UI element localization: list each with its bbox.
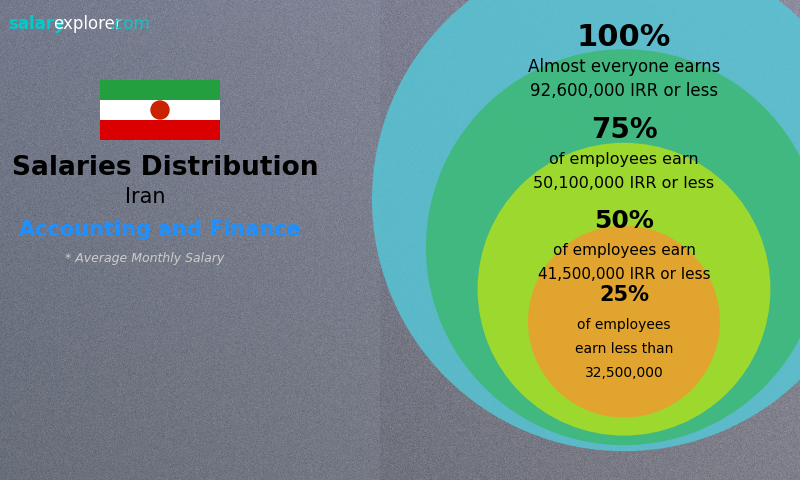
Bar: [0, 0, 380, 480]
Text: Salaries Distribution: Salaries Distribution: [12, 155, 318, 181]
Text: Almost everyone earns: Almost everyone earns: [528, 58, 720, 76]
Text: 75%: 75%: [590, 116, 658, 144]
Bar: [100, 120, 220, 140]
Text: * Average Monthly Salary: * Average Monthly Salary: [66, 252, 225, 265]
Text: explorer: explorer: [53, 15, 122, 33]
Text: of employees earn: of employees earn: [553, 243, 695, 258]
Text: 25%: 25%: [599, 285, 649, 305]
Text: of employees: of employees: [578, 318, 670, 332]
Text: earn less than: earn less than: [575, 342, 673, 356]
Text: 41,500,000 IRR or less: 41,500,000 IRR or less: [538, 267, 710, 282]
Text: 50,100,000 IRR or less: 50,100,000 IRR or less: [534, 176, 714, 191]
Text: Accounting and Finance: Accounting and Finance: [19, 220, 301, 240]
Text: Iran: Iran: [125, 187, 166, 207]
Text: 50%: 50%: [594, 209, 654, 233]
Bar: [100, 80, 220, 100]
Text: 100%: 100%: [577, 23, 671, 52]
Bar: [100, 100, 220, 120]
Circle shape: [528, 226, 720, 418]
Text: .com: .com: [109, 15, 150, 33]
Text: of employees earn: of employees earn: [549, 152, 699, 167]
Text: salary: salary: [8, 15, 65, 33]
Circle shape: [426, 49, 800, 445]
Circle shape: [478, 143, 770, 435]
Circle shape: [372, 0, 800, 451]
Text: 92,600,000 IRR or less: 92,600,000 IRR or less: [530, 82, 718, 100]
Text: 32,500,000: 32,500,000: [585, 366, 663, 380]
Circle shape: [151, 101, 169, 119]
